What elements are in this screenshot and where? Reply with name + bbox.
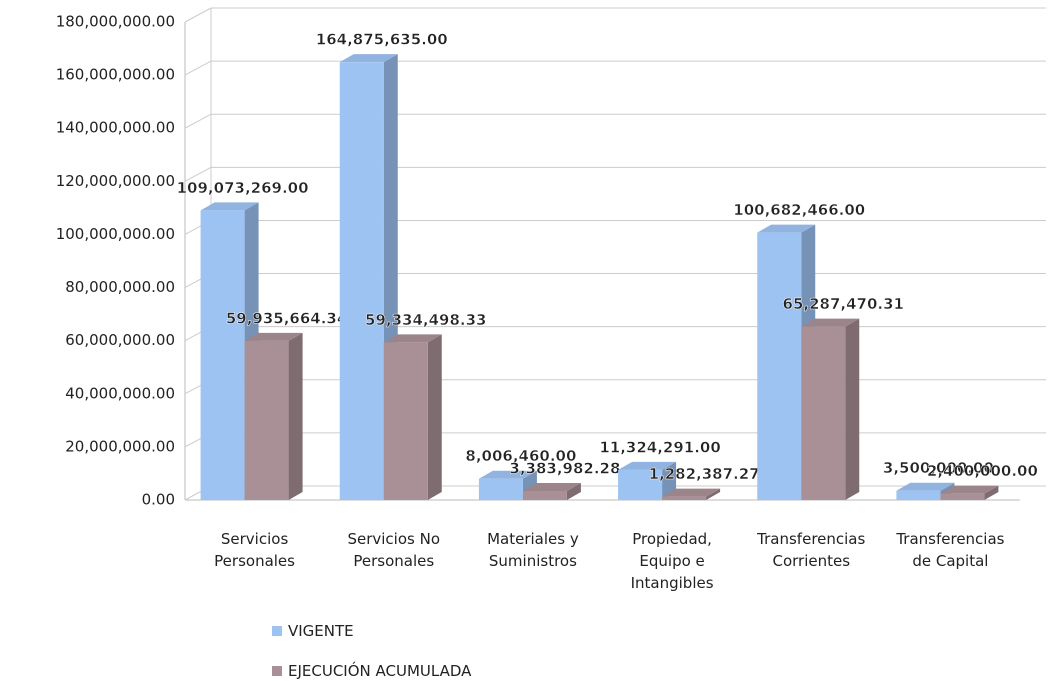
bar-top: [757, 224, 816, 233]
data-label: 3,383,982.28: [509, 460, 620, 478]
x-tick-label: Propiedad, Equipo e Intangibles: [630, 530, 714, 592]
bar-top: [200, 202, 259, 211]
data-label: 59,935,664.34: [226, 309, 347, 327]
legend-item: EJECUCIÓN ACUMULADA: [272, 662, 471, 680]
legend-swatch: [272, 666, 282, 676]
bar-top: [522, 483, 581, 492]
grid-line-side: [184, 166, 212, 182]
data-label: 109,073,269.00: [177, 179, 309, 197]
bar-side: [427, 334, 442, 500]
data-label: 3,500,000.00: [883, 459, 994, 477]
bar-top: [339, 54, 398, 63]
bar-top: [896, 482, 955, 491]
x-tick-label: Servicios No Personales: [347, 530, 441, 570]
bar-top: [662, 488, 721, 497]
bar-top: [383, 334, 442, 343]
bar-side: [845, 318, 860, 500]
y-tick-label: 180,000,000.00: [56, 13, 175, 31]
data-label: 1,282,387.27: [649, 465, 760, 483]
legend-swatch: [272, 626, 282, 636]
y-tick-label: 40,000,000.00: [65, 384, 175, 402]
bar-side: [288, 332, 303, 500]
grid-line-side: [184, 113, 212, 129]
bar: [522, 491, 567, 500]
legend-label: VIGENTE: [288, 622, 354, 640]
bar-side: [984, 485, 999, 500]
y-tick-label: 100,000,000.00: [56, 225, 175, 243]
bar: [801, 326, 846, 500]
x-tick-label: Materiales y Suministros: [487, 530, 579, 570]
x-tick-label: Transferencias de Capital: [896, 530, 1005, 570]
bar: [200, 210, 245, 501]
y-tick-label: 60,000,000.00: [65, 331, 175, 349]
grid-line-side: [184, 60, 212, 76]
y-tick-label: 0.00: [142, 491, 175, 509]
bar: [662, 496, 707, 500]
data-label: 2,400,000.00: [927, 462, 1038, 480]
bar-top: [478, 470, 537, 479]
bar-top: [801, 318, 860, 327]
x-tick-label: Transferencias Corrientes: [757, 530, 866, 570]
bar-side: [706, 488, 721, 500]
bar: [618, 469, 663, 500]
data-label: 8,006,460.00: [465, 447, 576, 465]
data-label: 164,875,635.00: [316, 31, 448, 49]
legend-label: EJECUCIÓN ACUMULADA: [288, 662, 472, 680]
bar-top: [940, 485, 999, 494]
bar: [339, 62, 384, 500]
bar-side: [566, 483, 581, 500]
grid-line-side: [184, 7, 212, 23]
y-tick-label: 80,000,000.00: [65, 278, 175, 296]
bar: [940, 493, 985, 500]
y-tick-label: 140,000,000.00: [56, 119, 175, 137]
data-label: 65,287,470.31: [783, 295, 904, 313]
data-label: 11,324,291.00: [599, 438, 720, 456]
legend-item: VIGENTE: [272, 622, 354, 640]
y-tick-label: 160,000,000.00: [56, 66, 175, 84]
bar: [478, 478, 523, 500]
bar-top: [244, 332, 303, 341]
bar-top: [618, 461, 677, 470]
data-label: 59,334,498.33: [365, 311, 486, 329]
bar: [896, 490, 941, 500]
data-label: 100,682,466.00: [733, 201, 865, 219]
bar: [383, 342, 428, 500]
y-tick-label: 120,000,000.00: [56, 172, 175, 190]
x-tick-label: Servicios Personales: [214, 530, 295, 570]
bar-side: [662, 461, 677, 500]
bar: [757, 232, 802, 500]
bar: [244, 340, 289, 500]
y-tick-label: 20,000,000.00: [65, 437, 175, 455]
